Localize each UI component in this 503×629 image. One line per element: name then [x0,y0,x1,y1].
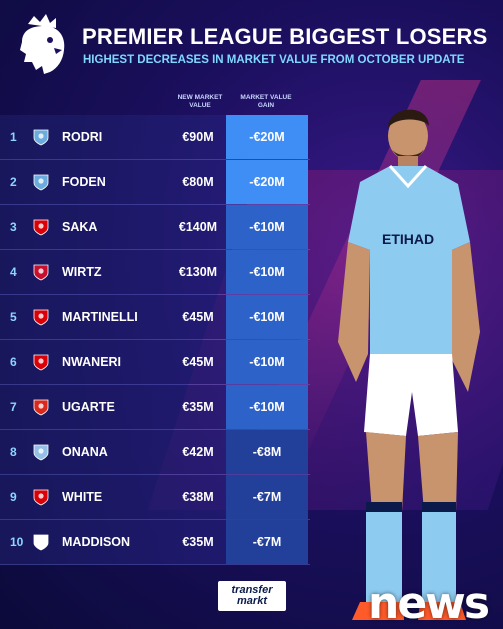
value-change: -€20M [249,175,285,189]
gain-cell-background [226,115,308,159]
page-title: PREMIER LEAGUE BIGGEST LOSERS [82,24,488,49]
aston-villa-crest-icon [33,444,49,461]
tottenham-crest-icon [33,534,49,551]
gain-cell-background [226,340,308,384]
market-value: €45M [182,355,214,369]
rank-number: 9 [10,490,17,504]
gain-cell-background [226,160,308,204]
svg-text:ETIHAD: ETIHAD [382,231,434,247]
table-row: 4 WIRTZ €130M -€10M [0,250,310,295]
transfermarkt-logo-line1: transfer [231,584,273,596]
value-change: -€7M [252,535,282,549]
page-subtitle: HIGHEST DECREASES IN MARKET VALUE FROM O… [83,54,465,66]
player-name: WIRTZ [62,265,102,279]
player-name: NWANERI [62,355,122,369]
rank-number: 6 [10,355,17,369]
gain-cell-background [226,295,308,339]
news-watermark: news [368,578,490,629]
player-name: RODRI [62,130,103,144]
value-change: -€10M [249,220,285,234]
gain-cell-background [226,520,308,564]
gain-cell-background [226,250,308,294]
table-row: 2 FODEN €80M -€20M [0,160,310,205]
rank-number: 10 [10,535,24,549]
gain-cell-background [226,430,308,474]
rank-number: 3 [10,220,17,234]
table-row: 1 RODRI €90M -€20M [0,115,310,160]
value-change: -€10M [249,310,285,324]
value-change: -€10M [249,265,285,279]
value-change: -€20M [249,130,285,144]
ranking-table: 1 RODRI €90M -€20M 2 FODEN €80M -€20M 3 SAKA €140M… [0,115,310,565]
market-value: €42M [182,445,214,459]
man-city-crest-icon [33,174,49,191]
player-name: WHITE [62,490,103,504]
market-value: €38M [182,490,214,504]
transfermarkt-logo: transfer markt [218,581,286,611]
gain-cell-background [226,205,308,249]
table-row: 7 UGARTE €35M -€10M [0,385,310,430]
man-city-crest-icon [33,129,49,146]
rank-number: 1 [10,130,17,144]
player-figure: ETIHAD [338,109,480,620]
rank-number: 4 [10,265,17,279]
market-value: €140M [178,220,218,234]
arsenal-crest-icon [33,309,49,326]
arsenal-crest-icon [33,219,49,236]
rank-number: 5 [10,310,17,324]
table-row: 3 SAKA €140M -€10M [0,205,310,250]
value-change: -€8M [252,445,282,459]
table-row: 8 ONANA €42M -€8M [0,430,310,475]
player-name: ONANA [62,445,108,459]
table-row: 9 WHITE €38M -€7M [0,475,310,520]
value-change: -€7M [252,490,282,504]
player-name: MARTINELLI [62,310,138,324]
arsenal-crest-icon [33,489,49,506]
market-value: €130M [178,265,218,279]
arsenal-crest-icon [33,354,49,371]
table-row: 10 MADDISON €35M -€7M [0,520,310,565]
column-header-gain: MARKET VALUE GAIN [240,94,292,109]
market-value: €45M [182,310,214,324]
rank-number: 2 [10,175,17,189]
market-value: €90M [182,130,214,144]
value-change: -€10M [249,355,285,369]
market-value: €35M [182,400,214,414]
table-row: 6 NWANERI €45M -€10M [0,340,310,385]
player-name: MADDISON [62,535,131,549]
transfermarkt-logo-line2: markt [237,595,267,607]
rank-number: 8 [10,445,17,459]
liverpool-crest-icon [33,264,49,281]
player-name: UGARTE [62,400,115,414]
player-name: FODEN [62,175,106,189]
market-value: €80M [182,175,214,189]
market-value: €35M [182,535,214,549]
rank-number: 7 [10,400,17,414]
man-united-crest-icon [33,399,49,416]
gain-cell-background [226,475,308,519]
gain-cell-background [226,385,308,429]
premier-league-lion-icon [20,14,65,74]
player-name: SAKA [62,220,98,234]
table-row: 5 MARTINELLI €45M -€10M [0,295,310,340]
value-change: -€10M [249,400,285,414]
column-header-value: NEW MARKET VALUE [177,94,223,109]
